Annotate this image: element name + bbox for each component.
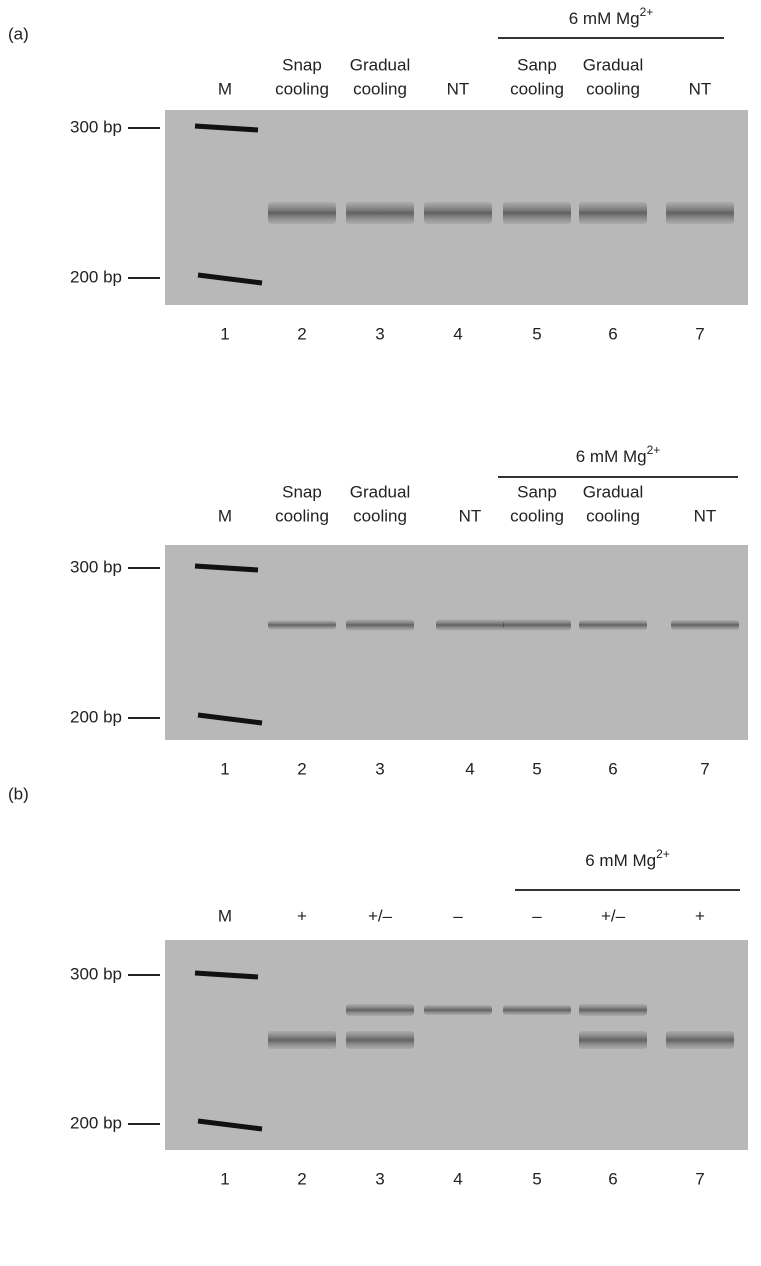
mg-label: 6 mM Mg2+: [585, 847, 670, 870]
dna-band: [268, 202, 336, 224]
lane-header: cooling: [353, 79, 407, 98]
lane-number: 5: [532, 324, 541, 343]
marker-label: 300 bp: [70, 557, 122, 576]
dna-band: [503, 619, 571, 631]
dna-band: [346, 202, 414, 224]
lane-header: –: [532, 906, 542, 925]
lane-number: 2: [297, 324, 306, 343]
lane-header: +/–: [601, 906, 626, 925]
dna-band: [503, 202, 571, 224]
gel: [165, 545, 748, 740]
lane-header: Sanp: [517, 55, 557, 74]
lane-number: 2: [297, 759, 306, 778]
dna-band: [579, 202, 647, 224]
lane-header: NT: [447, 79, 470, 98]
lane-number: 3: [375, 1169, 384, 1188]
lane-header: NT: [694, 506, 717, 525]
mg-label: 6 mM Mg2+: [569, 5, 654, 28]
marker-label: 200 bp: [70, 707, 122, 726]
lane-number: 6: [608, 759, 617, 778]
lane-header: Gradual: [350, 55, 410, 74]
lane-number: 5: [532, 759, 541, 778]
mg-label-text: 6 mM Mg: [576, 447, 647, 466]
lane-header: cooling: [586, 79, 640, 98]
dna-band: [436, 619, 504, 631]
dna-band: [579, 1031, 647, 1049]
lane-header: Snap: [282, 482, 322, 501]
dna-band: [671, 620, 739, 630]
lane-number: 7: [695, 1169, 704, 1188]
lane-header: M: [218, 506, 232, 525]
mg-label-text: 6 mM Mg: [585, 851, 656, 870]
marker-label: 200 bp: [70, 1113, 122, 1132]
lane-header: NT: [689, 79, 712, 98]
panel-label: (b): [8, 784, 29, 803]
lane-number: 7: [695, 324, 704, 343]
lane-header: Snap: [282, 55, 322, 74]
lane-header: +: [297, 906, 307, 925]
ladder-band: [194, 123, 259, 133]
dna-band: [579, 1004, 647, 1016]
lane-number: 5: [532, 1169, 541, 1188]
lane-header: cooling: [353, 506, 407, 525]
dna-band: [346, 1004, 414, 1016]
lane-header: M: [218, 906, 232, 925]
dna-band: [424, 202, 492, 224]
lane-header: cooling: [586, 506, 640, 525]
lane-header: cooling: [275, 79, 329, 98]
lane-number: 4: [453, 324, 462, 343]
ladder-band: [194, 970, 259, 980]
lane-header: cooling: [510, 79, 564, 98]
dna-band: [346, 619, 414, 631]
lane-number: 1: [220, 1169, 229, 1188]
lane-number: 1: [220, 759, 229, 778]
mg-label-sup: 2+: [647, 443, 661, 457]
lane-number: 6: [608, 324, 617, 343]
lane-number: 2: [297, 1169, 306, 1188]
lane-header: Sanp: [517, 482, 557, 501]
mg-label-sup: 2+: [656, 847, 670, 861]
dna-band: [503, 1005, 571, 1015]
lane-number: 3: [375, 759, 384, 778]
dna-band: [346, 1031, 414, 1049]
dna-band: [268, 620, 336, 630]
lane-header: Gradual: [583, 55, 643, 74]
ladder-band: [197, 272, 263, 286]
lane-header: cooling: [275, 506, 329, 525]
dna-band: [268, 1031, 336, 1049]
lane-header: cooling: [510, 506, 564, 525]
lane-header: Gradual: [583, 482, 643, 501]
ladder-band: [197, 712, 263, 726]
mg-label: 6 mM Mg2+: [576, 443, 661, 466]
mg-label-text: 6 mM Mg: [569, 9, 640, 28]
gel: [165, 940, 748, 1150]
lane-number: 7: [700, 759, 709, 778]
ladder-band: [194, 563, 259, 573]
lane-number: 1: [220, 324, 229, 343]
lane-header: –: [453, 906, 463, 925]
mg-label-sup: 2+: [640, 5, 654, 19]
lane-number: 6: [608, 1169, 617, 1188]
lane-header: +: [695, 906, 705, 925]
dna-band: [666, 1031, 734, 1049]
panel-label: (a): [8, 24, 29, 43]
lane-header: NT: [459, 506, 482, 525]
dna-band: [666, 202, 734, 224]
lane-header: +/–: [368, 906, 393, 925]
lane-number: 4: [465, 759, 474, 778]
marker-label: 200 bp: [70, 267, 122, 286]
dna-band: [579, 620, 647, 630]
lane-header: Gradual: [350, 482, 410, 501]
ladder-band: [197, 1118, 263, 1132]
marker-label: 300 bp: [70, 117, 122, 136]
lane-header: M: [218, 79, 232, 98]
dna-band: [424, 1005, 492, 1015]
lane-number: 4: [453, 1169, 462, 1188]
lane-number: 3: [375, 324, 384, 343]
marker-label: 300 bp: [70, 964, 122, 983]
